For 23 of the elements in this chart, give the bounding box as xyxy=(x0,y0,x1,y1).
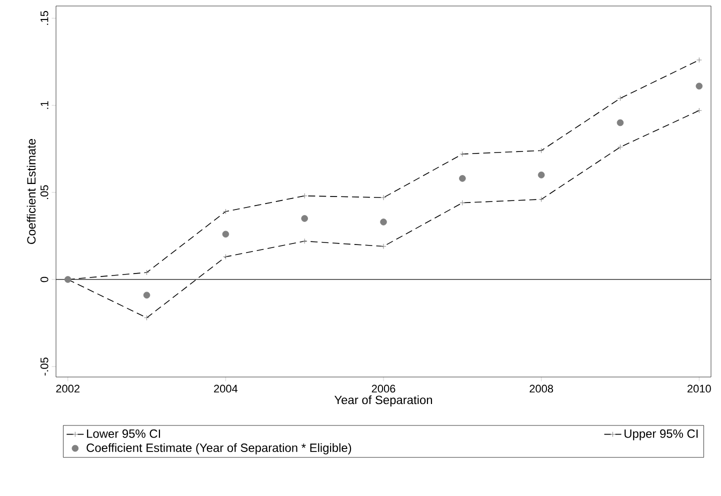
y-tick-label: .05 xyxy=(40,185,48,199)
y-tick-label: -.05 xyxy=(40,358,48,376)
x-tick-label: 2008 xyxy=(530,384,554,393)
legend-label: Upper 95% CI xyxy=(624,429,698,440)
point xyxy=(143,292,150,299)
x-axis-title: Year of Separation xyxy=(334,395,432,407)
y-tick-label: .1 xyxy=(40,101,48,109)
x-tick-label: 2010 xyxy=(688,384,711,393)
point xyxy=(301,215,308,222)
x-tick-label: 2006 xyxy=(372,384,396,393)
legend-label: Lower 95% CI xyxy=(87,429,160,438)
point xyxy=(616,119,624,126)
point xyxy=(696,82,703,90)
point xyxy=(380,218,387,226)
point xyxy=(222,230,230,238)
y-axis-title: Coefficient Estimate xyxy=(26,139,36,244)
point xyxy=(459,175,466,182)
y-tick-label: 0 xyxy=(40,276,48,282)
point xyxy=(538,172,545,178)
legend-label: Coefficient Estimate (Year of Separation * Eligible) xyxy=(86,443,352,454)
x-tick-label: 2004 xyxy=(214,384,238,393)
x-tick-label: 2002 xyxy=(56,384,80,393)
y-tick-label: .15 xyxy=(40,11,48,25)
